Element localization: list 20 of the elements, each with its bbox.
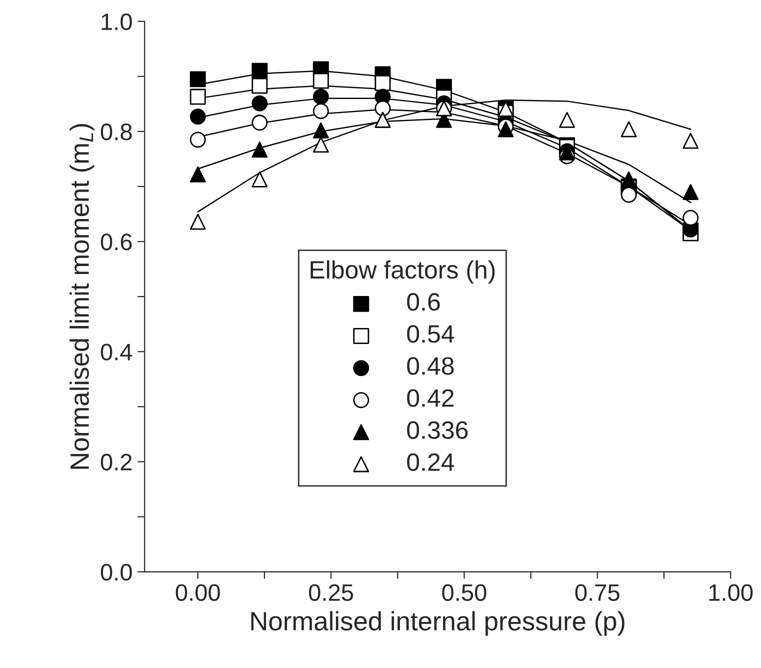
x-tick-label: 1.00 [709, 584, 753, 601]
legend-label: 0.54 [407, 325, 454, 343]
x-tick-label: 0.25 [308, 584, 354, 601]
y-tick-label: 0.6 [100, 234, 132, 250]
y-tick-label: 1.0 [102, 13, 132, 30]
y-tick-label: 0.2 [100, 454, 132, 471]
x-tick-label: 0.50 [442, 584, 486, 601]
x-axis-title: Normalised internal pressure (p) [251, 611, 624, 636]
y-tick-label: 0.4 [100, 344, 132, 360]
legend-label: 0.42 [407, 389, 454, 407]
legend-label: 0.48 [407, 357, 454, 375]
y-axis-title: Normalised limit moment (m$_{L}$) [70, 124, 94, 469]
legend-label: 0.336 [407, 421, 468, 439]
y-tick-label: 0.8 [100, 124, 132, 140]
legend-title: Elbow factors (h) [310, 260, 495, 284]
y-tick-label: 0.0 [100, 564, 132, 581]
x-tick-label: 0.00 [176, 584, 220, 601]
legend-label: 0.6 [407, 293, 440, 311]
legend-label: 0.24 [407, 453, 454, 472]
x-tick-label: 0.75 [575, 584, 620, 601]
